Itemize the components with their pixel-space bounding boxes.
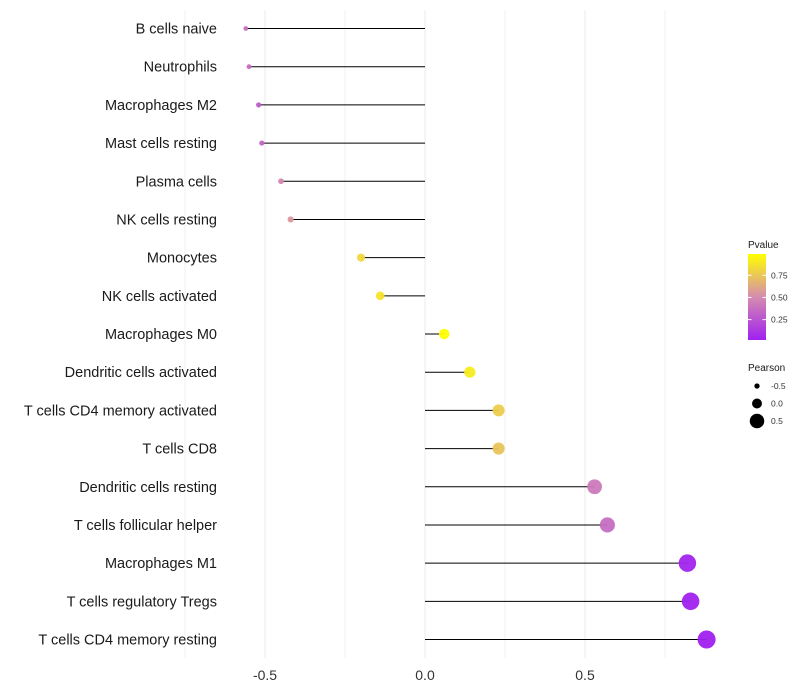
category-label-3: Mast cells resting — [105, 136, 217, 152]
category-label-6: Monocytes — [147, 251, 217, 267]
category-label-2: Macrophages M2 — [105, 98, 217, 114]
size-legend-label-2: 0.5 — [771, 416, 783, 426]
point-0 — [243, 26, 249, 31]
lollipop-points — [243, 26, 716, 649]
point-8 — [438, 328, 450, 340]
color-legend-bar — [748, 254, 766, 340]
category-label-16: T cells CD4 memory resting — [38, 633, 217, 649]
point-4 — [278, 178, 284, 185]
point-15 — [681, 592, 700, 611]
x-tick-label-0: -0.5 — [253, 667, 277, 683]
point-6 — [356, 253, 366, 262]
size-legend-dot-2 — [749, 413, 765, 429]
color-legend-label-2: 0.25 — [771, 315, 788, 325]
x-tick-label-2: 0.5 — [575, 667, 595, 683]
point-1 — [246, 64, 252, 70]
point-13 — [599, 517, 615, 533]
category-label-15: T cells regulatory Tregs — [67, 594, 217, 610]
point-14 — [678, 554, 697, 572]
category-label-8: Macrophages M0 — [105, 327, 217, 343]
category-label-0: B cells naive — [136, 22, 217, 38]
size-legend-title: Pearson — [748, 363, 785, 374]
category-label-10: T cells CD4 memory activated — [24, 403, 217, 419]
category-label-13: T cells follicular helper — [74, 518, 217, 534]
x-axis-tick-labels: -0.5 0.0 0.5 — [253, 667, 595, 683]
category-label-11: T cells CD8 — [142, 442, 217, 458]
category-label-1: Neutrophils — [144, 60, 217, 76]
size-legend-label-0: -0.5 — [771, 381, 786, 391]
size-legend-label-1: 0.0 — [771, 399, 783, 409]
category-label-9: Dendritic cells activated — [65, 365, 217, 381]
category-label-7: NK cells activated — [102, 289, 217, 305]
color-legend-label-0: 0.75 — [771, 270, 788, 280]
point-11 — [492, 442, 505, 455]
point-5 — [287, 216, 294, 223]
category-label-14: Macrophages M1 — [105, 556, 217, 572]
category-label-5: NK cells resting — [116, 212, 217, 228]
point-7 — [375, 291, 385, 301]
grid-lines — [184, 10, 666, 658]
legend: Pvalue 0.75 0.50 0.25 Pearson -0.5 0.0 0.5 — [748, 240, 788, 429]
point-10 — [492, 404, 505, 417]
point-2 — [256, 102, 262, 108]
point-9 — [464, 366, 476, 378]
size-legend-items: -0.5 0.0 0.5 — [749, 381, 786, 429]
point-16 — [697, 630, 716, 649]
size-legend-dot-1 — [752, 398, 762, 409]
color-legend-ticks: 0.75 0.50 0.25 — [748, 270, 788, 325]
size-legend-dot-0 — [754, 383, 760, 389]
point-12 — [587, 479, 602, 495]
x-tick-label-1: 0.0 — [415, 667, 435, 683]
color-legend-label-1: 0.50 — [771, 292, 788, 302]
category-labels: B cells naive Neutrophils Macrophages M2 Ma… — [24, 22, 217, 649]
category-label-12: Dendritic cells resting — [79, 480, 217, 496]
color-legend-title: Pvalue — [748, 240, 779, 251]
category-label-4: Plasma cells — [136, 174, 217, 190]
lollipop-stems — [245, 28, 707, 640]
point-3 — [259, 140, 265, 146]
